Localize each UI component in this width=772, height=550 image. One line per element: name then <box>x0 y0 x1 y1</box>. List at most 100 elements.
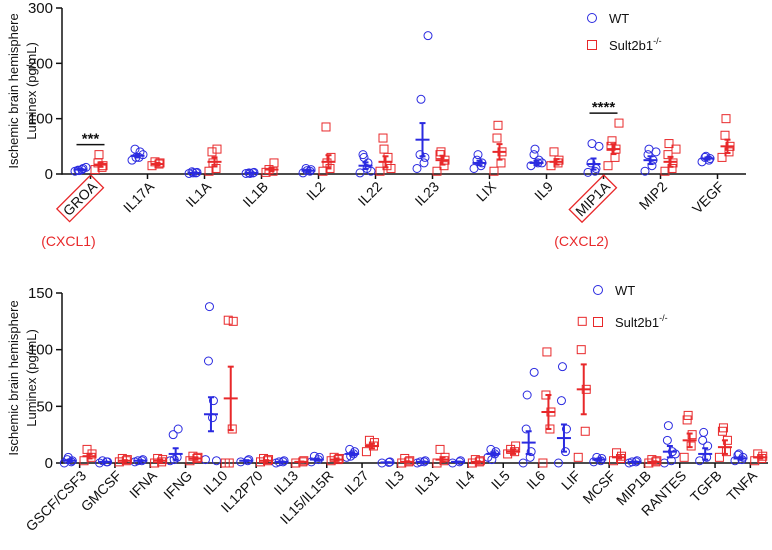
y-axis-label: Luminex (pg/mL) <box>24 329 39 427</box>
data-point <box>662 435 672 445</box>
data-point <box>717 152 727 162</box>
x-tick-group: IL4 <box>453 467 478 492</box>
data-point <box>553 458 563 468</box>
x-tick-group: IL3 <box>382 467 407 492</box>
data-point <box>651 147 661 157</box>
x-tick-label: IL23 <box>412 178 443 209</box>
y-axis-label: Ischemic brain hemisphere <box>6 300 21 455</box>
data-point <box>643 150 653 160</box>
data-point <box>378 133 388 143</box>
x-tick-group: IL22 <box>355 178 386 209</box>
data-point <box>361 447 371 457</box>
legend-superscript: -/- <box>653 36 662 46</box>
data-point <box>207 147 217 157</box>
legend-name: WT <box>609 11 629 26</box>
legend-marker <box>593 317 603 327</box>
y-tick-label: 100 <box>28 111 53 128</box>
x-tick-group: GROA <box>55 174 105 223</box>
data-point <box>423 31 433 41</box>
data-point <box>366 166 376 176</box>
x-tick-label: IL17A <box>120 178 158 216</box>
x-tick-group: TNFA <box>723 467 760 504</box>
data-point <box>228 316 238 326</box>
legend-superscript: -/- <box>659 313 668 323</box>
y-tick-label: 150 <box>28 285 53 302</box>
x-tick-label: IL3 <box>382 467 407 492</box>
data-point <box>663 150 673 160</box>
data-point <box>671 144 681 154</box>
data-point <box>375 166 385 176</box>
x-tick-label: MIP1A <box>572 178 613 219</box>
x-tick-label: IFNA <box>126 467 160 501</box>
x-tick-label: IL10 <box>200 467 231 498</box>
data-point <box>530 144 540 154</box>
data-point <box>698 435 708 445</box>
legend-label: Sult2b1-/- <box>615 313 668 330</box>
significance-label: *** <box>82 131 100 148</box>
data-point <box>721 114 731 124</box>
data-point <box>470 455 480 465</box>
x-tick-group: IL13 <box>271 467 302 498</box>
x-tick-group: IL1A <box>182 178 214 210</box>
data-point <box>224 458 234 468</box>
legend-label: Sult2b1-/- <box>609 36 662 53</box>
x-tick-group: VEGF <box>689 178 727 216</box>
y-tick-label: 0 <box>45 455 53 472</box>
data-point <box>687 430 697 440</box>
x-tick-group: IL2 <box>303 178 328 203</box>
data-point <box>573 452 583 462</box>
highlight-box <box>55 174 105 223</box>
data-point <box>412 163 422 173</box>
data-point <box>682 415 692 425</box>
data-point <box>386 163 396 173</box>
data-point <box>211 163 221 173</box>
y-tick-label: 100 <box>28 342 53 359</box>
data-point <box>589 457 599 467</box>
y-tick-label: 0 <box>45 166 53 183</box>
legend-name: Sult2b1 <box>609 38 653 53</box>
data-point <box>204 302 214 312</box>
data-point <box>667 163 677 173</box>
data-point <box>529 150 539 160</box>
data-point <box>538 458 548 468</box>
data-point <box>703 441 713 451</box>
data-point <box>594 141 604 151</box>
legend-name: WT <box>615 283 635 298</box>
legend-label: WT <box>609 11 629 26</box>
x-tick-label: IL31 <box>412 467 443 498</box>
legend-marker <box>593 285 603 295</box>
data-point <box>415 150 425 160</box>
data-point <box>660 166 670 176</box>
x-tick-label: IL4 <box>453 467 478 492</box>
data-point <box>679 452 689 462</box>
data-point <box>549 147 559 157</box>
x-tick-label: TGFB <box>687 467 725 505</box>
data-point <box>583 167 593 177</box>
x-tick-group: MIP1A <box>568 174 618 224</box>
data-point <box>529 367 539 377</box>
data-point <box>435 150 445 160</box>
data-point <box>647 161 657 171</box>
data-point <box>432 166 442 176</box>
y-axis-label: Luminex (pg/mL) <box>24 42 39 140</box>
data-point <box>416 94 426 104</box>
data-point <box>355 168 365 178</box>
data-point <box>663 421 673 431</box>
x-tick-label: MIP2 <box>636 178 671 213</box>
data-point <box>526 447 536 457</box>
x-tick-group: MIP2 <box>636 178 671 213</box>
data-point <box>699 427 709 437</box>
data-point <box>683 410 693 420</box>
data-point <box>522 390 532 400</box>
data-point <box>521 424 531 434</box>
x-tick-group: MCSF <box>579 467 618 506</box>
data-point <box>117 453 127 463</box>
data-point <box>686 441 696 451</box>
y-tick-label: 200 <box>28 55 53 72</box>
x-tick-group: IL5 <box>488 467 513 492</box>
x-tick-group: IL9 <box>531 178 556 203</box>
y-tick-label: 300 <box>28 0 53 17</box>
data-point <box>724 147 734 157</box>
x-tick-group: IL31 <box>412 467 443 498</box>
data-point <box>576 345 586 355</box>
